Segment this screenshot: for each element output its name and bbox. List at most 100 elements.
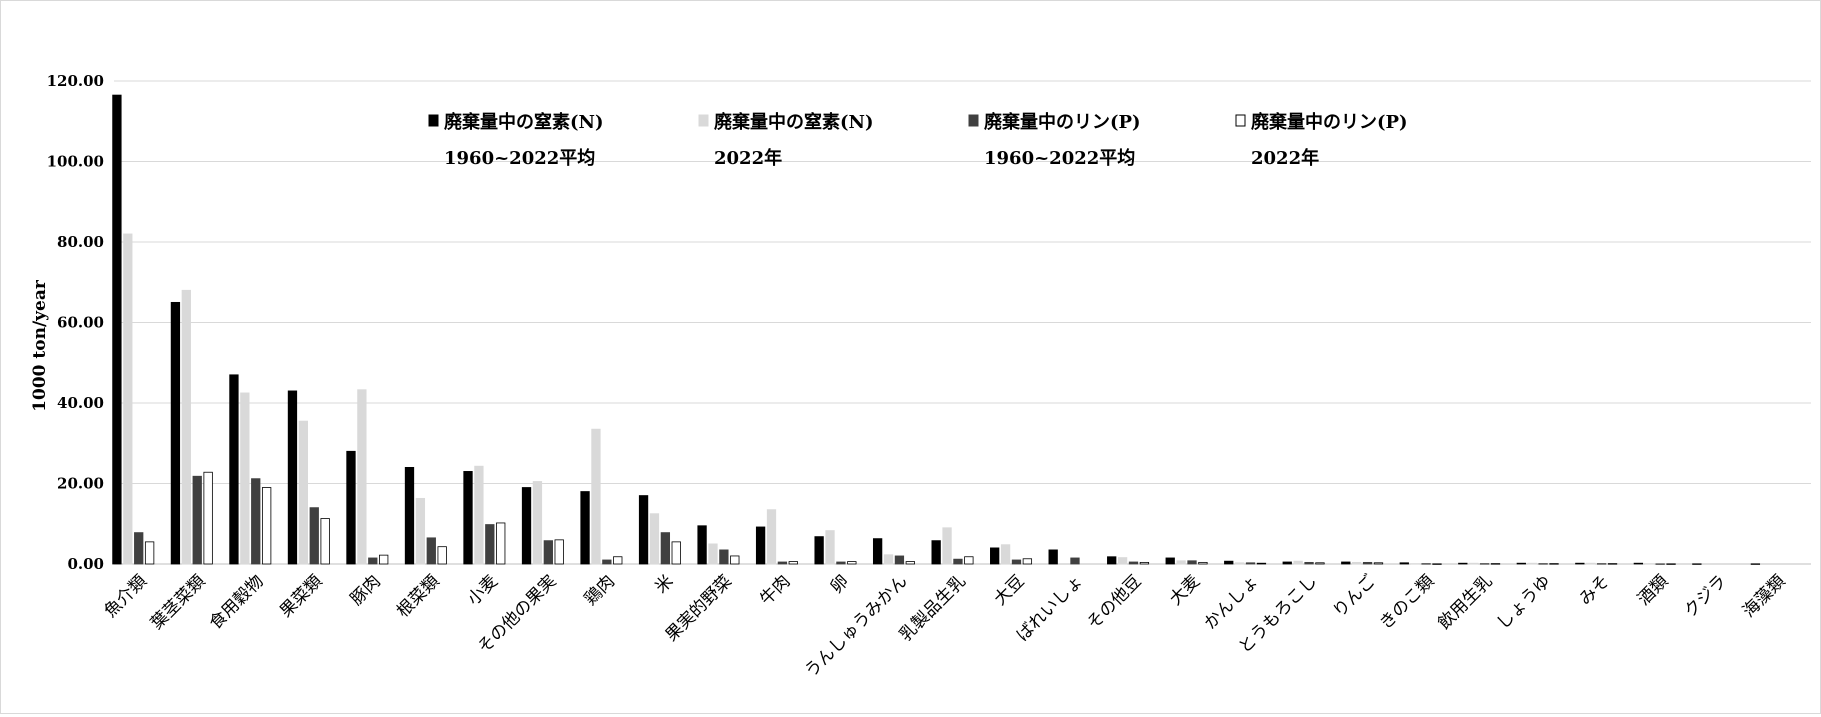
bar (1187, 560, 1197, 565)
bar (543, 540, 553, 565)
y-tick-label: 60.00 (57, 314, 104, 332)
bar (591, 428, 601, 565)
bar (1282, 561, 1292, 565)
bar (1527, 562, 1537, 565)
x-tick-label: 米 (651, 571, 677, 597)
bar (1128, 561, 1139, 565)
bar (602, 559, 612, 565)
bar (203, 471, 213, 565)
bar (836, 561, 846, 565)
x-tick-label: 酒類 (1634, 571, 1672, 609)
bar (287, 390, 298, 565)
y-tick-label: 100.00 (47, 153, 104, 171)
bar (883, 554, 894, 565)
bar (181, 289, 191, 565)
bar (660, 532, 671, 565)
x-tick-label: 豚肉 (347, 571, 385, 609)
y-tick-labels: 0.00 20.00 40.00 60.00 80.00 100.00 120.00 (47, 72, 104, 573)
x-tick-label: 葉茎菜類 (147, 571, 209, 633)
bar (755, 526, 766, 565)
bar (404, 466, 415, 565)
bar (1362, 561, 1373, 565)
x-tick-label: 食用穀物 (206, 571, 268, 633)
bar (953, 558, 963, 565)
bar (1224, 560, 1234, 565)
y-tick-label: 120.00 (47, 72, 104, 90)
bar (730, 555, 740, 565)
x-tick-label: クジラ (1681, 571, 1731, 621)
x-tick-label: 牛肉 (756, 571, 794, 609)
bar (485, 524, 495, 565)
bar (1165, 557, 1175, 565)
bar (777, 561, 788, 565)
bar (320, 518, 330, 565)
bar (1022, 558, 1033, 565)
bar (1410, 563, 1420, 565)
bar (463, 471, 473, 565)
x-tick-label: 小麦 (464, 571, 502, 609)
bar (1373, 562, 1384, 565)
bar (1549, 563, 1559, 565)
bar (1479, 563, 1490, 565)
bar (1458, 562, 1468, 565)
y-tick-label: 40.00 (57, 394, 104, 412)
legend-swatch (1235, 114, 1246, 127)
bar (964, 556, 974, 565)
bar (1399, 562, 1409, 565)
bar (134, 532, 144, 565)
bar (1750, 563, 1761, 565)
bar (894, 555, 905, 565)
bar (496, 522, 506, 565)
legend: 廃棄量中の窒素(N)1960~2022平均廃棄量中の窒素(N)2022年廃棄量中… (428, 111, 1408, 169)
bar (1070, 557, 1080, 565)
gridlines (114, 80, 1811, 565)
legend-label: 廃棄量中の窒素(N) (444, 111, 604, 133)
bar (309, 507, 319, 565)
bar (1596, 563, 1607, 565)
bar (872, 538, 883, 565)
bar (1516, 562, 1526, 565)
y-tick-label: 20.00 (57, 475, 104, 493)
bar (1048, 549, 1058, 565)
bar (1644, 563, 1654, 565)
bar (931, 540, 941, 565)
legend-label-line2: 2022年 (714, 147, 782, 169)
bar (426, 537, 436, 565)
bar (346, 450, 356, 565)
x-tick-label: うんしゅうみかん (801, 571, 911, 681)
bar (1490, 563, 1501, 565)
x-tick-label: 根菜類 (393, 571, 443, 621)
bar (521, 487, 532, 565)
bar (170, 301, 181, 565)
bar (1607, 563, 1618, 565)
y-axis-title: 1000 ton/year (30, 279, 50, 412)
bar (814, 536, 824, 565)
bar (638, 495, 649, 565)
bar (415, 497, 426, 565)
bar (613, 556, 623, 565)
bar (580, 491, 590, 565)
y-tick-label: 0.00 (67, 555, 104, 573)
bar (905, 561, 915, 565)
bar (766, 509, 777, 565)
bar (532, 481, 543, 565)
bar (1176, 560, 1186, 565)
bar (1655, 563, 1665, 565)
legend-swatch (428, 114, 439, 127)
legend-label: 廃棄量中のリン(P) (1251, 111, 1408, 133)
bar (942, 527, 952, 565)
bar (1586, 562, 1596, 565)
bar (474, 465, 484, 565)
legend-swatch (698, 114, 709, 127)
bar (123, 233, 133, 565)
bar (1469, 562, 1479, 565)
bar (847, 561, 857, 565)
bar (1107, 556, 1117, 565)
bar (719, 549, 729, 565)
y-tick-label: 80.00 (57, 233, 104, 251)
bar (379, 554, 389, 565)
legend-swatch (968, 114, 979, 127)
bar (368, 557, 378, 565)
